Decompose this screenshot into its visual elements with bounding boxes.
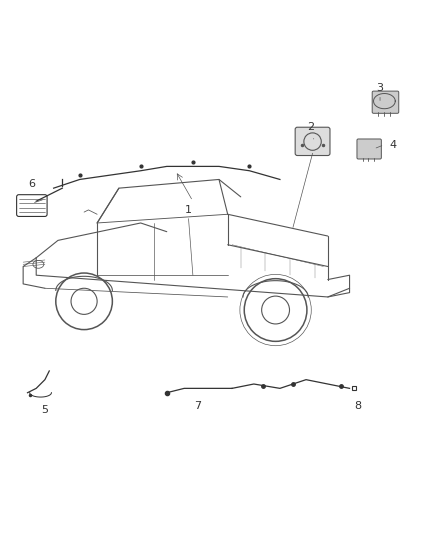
Text: 5: 5	[42, 405, 49, 415]
Text: 6: 6	[28, 179, 35, 189]
Text: 7: 7	[194, 401, 201, 411]
Text: 3: 3	[377, 83, 384, 93]
Text: 1: 1	[185, 205, 192, 215]
FancyBboxPatch shape	[372, 91, 399, 114]
Text: 2: 2	[307, 122, 314, 132]
Text: 8: 8	[355, 401, 362, 411]
FancyBboxPatch shape	[357, 139, 381, 159]
Text: 4: 4	[389, 140, 397, 150]
FancyBboxPatch shape	[295, 127, 330, 156]
